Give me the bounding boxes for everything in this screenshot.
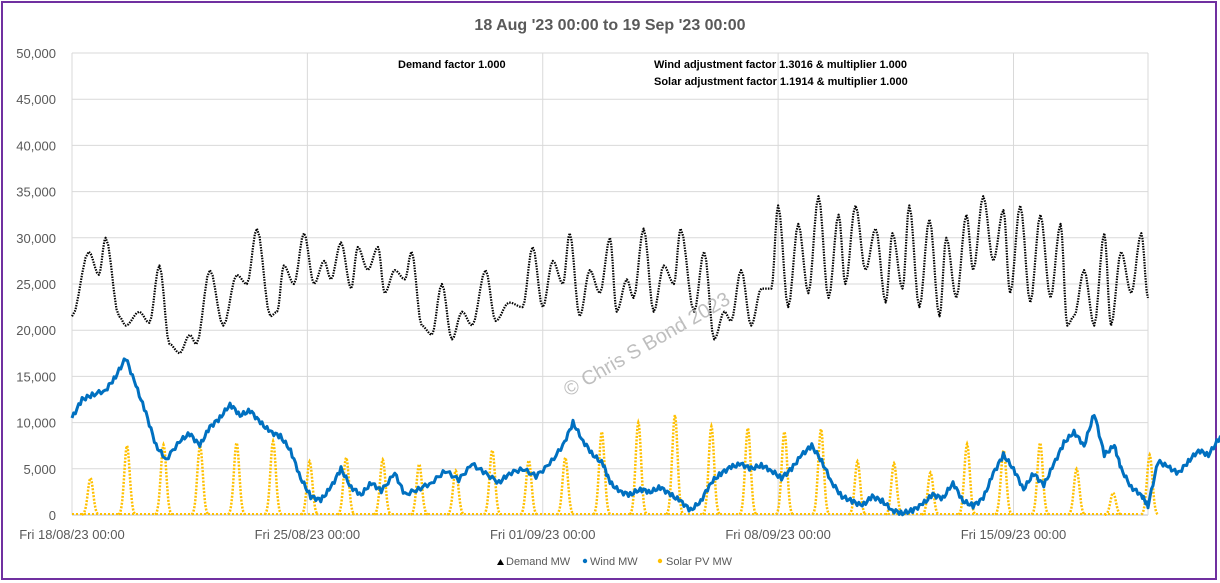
x-tick-label: Fri 08/09/23 00:00 bbox=[725, 527, 831, 542]
solar-day-curve bbox=[665, 414, 685, 516]
y-tick-label: 5,000 bbox=[23, 462, 56, 477]
legend-marker-wind bbox=[582, 558, 588, 564]
solar-day-curve bbox=[848, 458, 867, 516]
solar-day-curve bbox=[373, 456, 392, 516]
watermark-text: © Chris S Bond 2023 bbox=[560, 288, 734, 401]
y-tick-label: 25,000 bbox=[16, 277, 56, 292]
legend-label-demand: Demand MW bbox=[506, 556, 571, 568]
chart-title: 18 Aug '23 00:00 to 19 Sep '23 00:00 bbox=[474, 17, 745, 34]
solar-day-curve bbox=[1067, 466, 1086, 516]
series-demand bbox=[71, 195, 1150, 355]
annotation-wind-factor: Wind adjustment factor 1.3016 & multipli… bbox=[654, 59, 907, 71]
solar-day-curve bbox=[884, 460, 904, 516]
x-tick-label: Fri 15/09/23 00:00 bbox=[961, 527, 1067, 542]
solar-day-curve bbox=[592, 427, 612, 516]
solar-day-curve bbox=[1030, 438, 1050, 516]
solar-day-curve bbox=[263, 437, 283, 516]
solar-day-curve bbox=[702, 421, 721, 516]
legend: Demand MW Wind MW Solar PV MW bbox=[497, 556, 733, 568]
annotation-solar-factor: Solar adjustment factor 1.1914 & multipl… bbox=[654, 76, 908, 88]
solar-day-curve bbox=[1104, 491, 1122, 517]
legend-label-wind: Wind MW bbox=[590, 556, 638, 568]
solar-day-curve bbox=[300, 458, 319, 516]
legend-marker-demand bbox=[497, 559, 504, 565]
solar-day-curve bbox=[337, 454, 356, 516]
solar-day-curve bbox=[446, 467, 465, 516]
demand-line bbox=[71, 195, 1150, 355]
legend-label-solar: Solar PV MW bbox=[666, 556, 733, 568]
x-tick-label: Fri 18/08/23 00:00 bbox=[19, 527, 125, 542]
solar-day-curve bbox=[628, 418, 648, 516]
y-tick-label: 35,000 bbox=[16, 185, 56, 200]
y-tick-label: 20,000 bbox=[16, 323, 56, 338]
solar-day-curve bbox=[556, 454, 575, 516]
solar-day-curve bbox=[994, 446, 1013, 516]
solar-day-curve bbox=[190, 441, 210, 516]
solar-day-curve bbox=[738, 423, 758, 516]
y-tick-label: 0 bbox=[49, 508, 56, 523]
series-solar-pv bbox=[72, 414, 1159, 517]
wind-line bbox=[70, 357, 1220, 517]
legend-marker-solar bbox=[657, 558, 663, 564]
y-tick-label: 30,000 bbox=[16, 231, 56, 246]
y-tick-label: 40,000 bbox=[16, 138, 56, 153]
y-tick-label: 45,000 bbox=[16, 92, 56, 107]
series-layer bbox=[70, 195, 1220, 517]
solar-day-curve bbox=[227, 438, 246, 516]
y-tick-label: 15,000 bbox=[16, 369, 56, 384]
series-wind bbox=[70, 357, 1220, 517]
annotation-demand-factor: Demand factor 1.000 bbox=[398, 59, 506, 71]
solar-day-curve bbox=[81, 475, 100, 516]
x-tick-label: Fri 01/09/23 00:00 bbox=[490, 527, 596, 542]
solar-day-curve bbox=[1140, 451, 1159, 516]
solar-day-curve bbox=[921, 470, 940, 516]
x-tick-label: Fri 25/08/23 00:00 bbox=[255, 527, 361, 542]
solar-day-curve bbox=[117, 441, 137, 516]
solar-day-curve bbox=[811, 424, 831, 516]
solar-day-curve bbox=[154, 441, 173, 516]
solar-day-curve bbox=[483, 446, 502, 516]
y-tick-label: 10,000 bbox=[16, 416, 56, 431]
axis-layer: 0 5,000 10,000 15,000 20,000 25,000 30,000 35,0… bbox=[16, 46, 1066, 542]
y-tick-label: 50,000 bbox=[16, 46, 56, 61]
